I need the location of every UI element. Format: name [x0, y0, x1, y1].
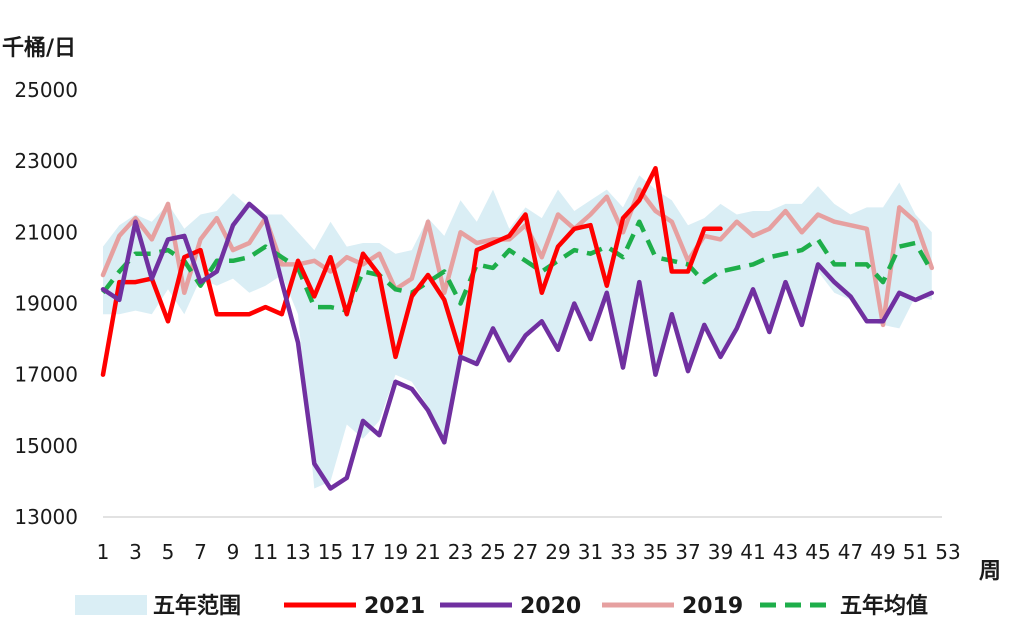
y-tick-label: 17000 [14, 363, 78, 387]
x-tick-label: 51 [903, 540, 928, 564]
x-tick-label: 19 [383, 540, 408, 564]
x-tick-label: 39 [708, 540, 733, 564]
y-axis: 25000 23000 21000 19000 17000 15000 13000 [14, 78, 78, 529]
range-band-layer [103, 175, 932, 489]
y-tick-label: 25000 [14, 78, 78, 102]
x-tick-label: 41 [740, 540, 765, 564]
x-tick-label: 21 [415, 540, 440, 564]
x-tick-label: 23 [448, 540, 473, 564]
x-tick-label: 11 [253, 540, 278, 564]
x-tick-label: 17 [350, 540, 375, 564]
x-axis: 1 3 5 7 9 11 13 15 17 19 21 23 25 27 29 31 33 35 37 39 41 43 4… [97, 516, 961, 564]
x-tick-label: 3 [129, 540, 142, 564]
legend: 五年范围 2021 2020 2019 五年均值 [75, 593, 928, 619]
series-2019-line [100, 187, 935, 328]
x-tick-label: 27 [513, 540, 538, 564]
legend-average-label: 五年均值 [840, 593, 928, 619]
x-tick-label: 53 [935, 540, 960, 564]
x-tick-label: 49 [870, 540, 895, 564]
x-tick-label: 5 [162, 540, 175, 564]
x-tick-label: 31 [578, 540, 603, 564]
y-tick-label: 23000 [14, 149, 78, 173]
x-tick-label: 45 [805, 540, 830, 564]
series-2020-line [100, 201, 935, 491]
x-tick-label: 37 [675, 540, 700, 564]
x-tick-label: 15 [318, 540, 343, 564]
legend-swatch-range [75, 595, 147, 615]
x-tick-label: 13 [285, 540, 310, 564]
y-tick-label: 21000 [14, 220, 78, 244]
x-tick-label: 1 [97, 540, 110, 564]
x-tick-label: 25 [480, 540, 505, 564]
legend-2019-label: 2019 [682, 594, 743, 619]
x-tick-label: 43 [773, 540, 798, 564]
series-layer [100, 166, 935, 491]
y-tick-label: 15000 [14, 434, 78, 458]
x-tick-label: 35 [643, 540, 668, 564]
x-tick-label: 9 [227, 540, 240, 564]
legend-2020-label: 2020 [520, 594, 581, 619]
legend-2021-label: 2021 [364, 594, 425, 619]
y-unit-label: 千桶/日 [2, 36, 76, 61]
x-tick-label: 33 [610, 540, 635, 564]
legend-label-range: 五年范围 [153, 593, 241, 619]
series-2021-line [100, 166, 723, 377]
x-tick-label: 29 [545, 540, 570, 564]
five-year-average-line [101, 219, 934, 313]
five-year-range-band [103, 175, 932, 489]
y-tick-label: 19000 [14, 292, 78, 316]
x-tick-label: 7 [194, 540, 207, 564]
x-tick-label: 47 [838, 540, 863, 564]
x-unit-label: 周 [979, 559, 1001, 584]
y-tick-label: 13000 [14, 505, 78, 529]
